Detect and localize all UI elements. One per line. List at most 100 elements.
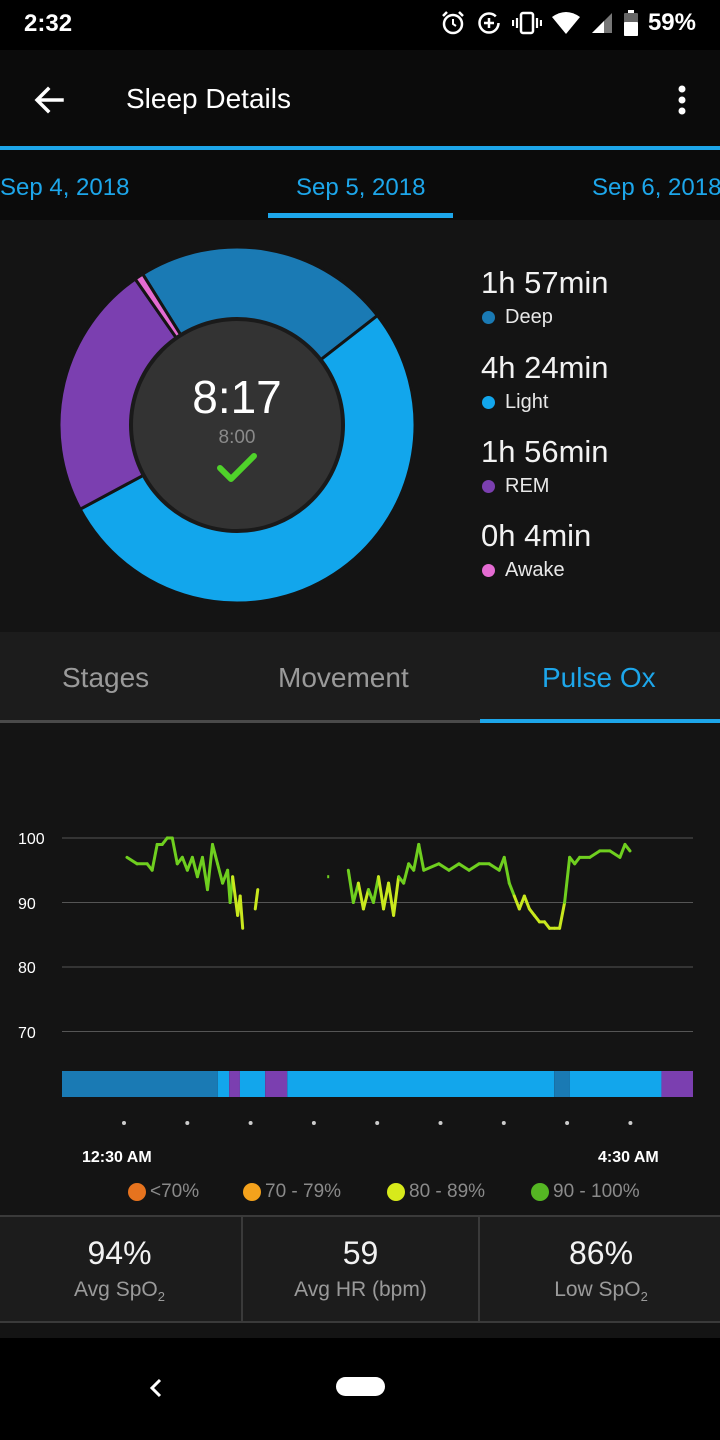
stat-label-subscript: 2 [640, 1289, 648, 1305]
legend-label: 70 - 79% [265, 1181, 342, 1202]
stat-label: Low SpO2 [482, 1278, 720, 1304]
tab-stages[interactable]: Stages [62, 662, 150, 693]
donut-center [129, 317, 345, 533]
tab-pulse-ox[interactable]: Pulse Ox [542, 662, 656, 693]
data-saver-icon [478, 12, 500, 34]
spo2-line-segment [517, 894, 526, 911]
total-sleep-time: 8:17 [192, 371, 282, 423]
status-icons: 59% [440, 9, 696, 37]
y-tick-label: 80 [18, 960, 36, 977]
hypnogram-segment-light [239, 1071, 266, 1097]
x-axis-end-label: 4:30 AM [598, 1149, 659, 1166]
stat-low-spo2: 86% Low SpO2 [482, 1217, 720, 1321]
battery-icon [623, 10, 638, 36]
spo2-line-segment [512, 894, 521, 911]
back-button[interactable] [28, 78, 72, 122]
pulse-ox-plot: 100 90 80 70 [18, 831, 693, 1125]
stat-label-text: Low SpO [554, 1278, 641, 1301]
spo2-line-segment [447, 862, 461, 872]
legend-dot [387, 1183, 405, 1201]
legend-label: 90 - 100% [553, 1181, 640, 1202]
spo2-line-segment [437, 862, 451, 872]
y-tick-label: 100 [18, 831, 45, 848]
legend-label: <70% [150, 1181, 200, 1202]
x-tick-dot [628, 1121, 633, 1125]
stat-label: Avg HR (bpm) [243, 1278, 478, 1302]
spo2-line-segment [150, 842, 159, 872]
spo2-line-segment [417, 842, 426, 872]
stage-duration: 1h 56min [481, 434, 609, 469]
spo2-line-segment [346, 868, 355, 904]
stat-avg-spo2: 94% Avg SpO2 [0, 1217, 239, 1321]
pulse-ox-stats: 94% Avg SpO2 59 Avg HR (bpm) 86% Low SpO… [0, 1215, 720, 1323]
nav-home-icon[interactable] [336, 1377, 385, 1396]
stat-label: Avg SpO2 [0, 1278, 239, 1304]
spo2-line-segment [487, 862, 501, 872]
stage-light: 4h 24min Light [481, 350, 609, 414]
stat-value: 86% [568, 1235, 634, 1271]
spo2-legend-item: 90 - 100% [531, 1181, 640, 1203]
spo2-line-segment [190, 855, 199, 879]
stage-duration: 0h 4min [481, 518, 592, 553]
spo2-legend-item: 70 - 79% [243, 1181, 341, 1203]
hypnogram-segment-deep [62, 1071, 218, 1097]
hypnogram-segment-rem [661, 1071, 693, 1097]
spo2-line-segment [522, 894, 531, 911]
stage-label: Awake [505, 559, 565, 581]
page-title: Sleep Details [126, 83, 291, 114]
more-options-button[interactable] [672, 78, 692, 122]
stage-label: REM [505, 475, 550, 497]
status-bar: 2:32 59% [0, 0, 720, 50]
status-time: 2:32 [24, 10, 73, 37]
stat-avg-hr: 59 Avg HR (bpm) [241, 1217, 480, 1321]
date-next[interactable]: Sep 6, 2018 [592, 174, 720, 201]
stage-label: Light [505, 391, 549, 413]
spo2-line-segment [623, 842, 632, 853]
spo2-line-segment [125, 855, 139, 866]
pulse-ox-chart: 100 90 80 70 12:30 AM 4:30 AM <70% 70 - … [0, 723, 720, 1215]
y-tick-label: 70 [18, 1025, 36, 1042]
nav-back-icon[interactable] [146, 1375, 166, 1401]
spo2-line-segment [377, 875, 386, 911]
x-tick-dot [565, 1121, 570, 1125]
x-axis-start-label: 12:30 AM [82, 1149, 152, 1166]
spo2-line-segment [563, 855, 572, 904]
legend-dot [482, 564, 495, 577]
stage-awake: 0h 4min Awake [481, 518, 591, 582]
spo2-line-segment [467, 862, 481, 872]
arrow-back-icon [34, 86, 64, 114]
spo2-line-segment [618, 842, 627, 859]
legend-dot [482, 480, 495, 493]
spo2-line-segment [392, 875, 401, 917]
detail-tabs: Stages Movement Pulse Ox [0, 632, 720, 723]
y-tick-label: 90 [18, 896, 36, 913]
tab-movement[interactable]: Movement [278, 662, 409, 693]
legend-dot [128, 1183, 146, 1201]
spo2-line-segment [205, 842, 215, 892]
stage-label: Deep [505, 306, 553, 328]
more-vert-icon [678, 85, 686, 115]
x-tick-dot [122, 1121, 126, 1125]
hypnogram-segment-light [569, 1071, 662, 1097]
legend-dot [531, 1183, 549, 1201]
stat-label-subscript: 2 [157, 1289, 165, 1305]
spo2-line-segment [356, 881, 365, 911]
battery-percent: 59% [647, 9, 696, 36]
stage-duration: 4h 24min [481, 350, 609, 385]
x-tick-dot [185, 1121, 190, 1125]
x-tick-dot [501, 1121, 506, 1125]
stage-rem: 1h 56min REM [481, 434, 609, 498]
date-prev[interactable]: Sep 4, 2018 [0, 174, 130, 201]
alarm-icon [442, 11, 464, 35]
hypnogram-segment-rem [229, 1071, 240, 1097]
date-current[interactable]: Sep 5, 2018 [296, 174, 426, 201]
spo2-line-segment [180, 855, 189, 872]
spo2-line-segment [231, 875, 240, 917]
x-tick-dot [375, 1121, 380, 1125]
x-tick-dot [248, 1121, 253, 1125]
legend-dot [482, 396, 495, 409]
legend-dot [482, 311, 495, 324]
spo2-line-segment [402, 862, 411, 885]
date-navigator: Sep 4, 2018 Sep 5, 2018 Sep 6, 2018 [0, 146, 720, 220]
tabs-divider [0, 720, 720, 723]
